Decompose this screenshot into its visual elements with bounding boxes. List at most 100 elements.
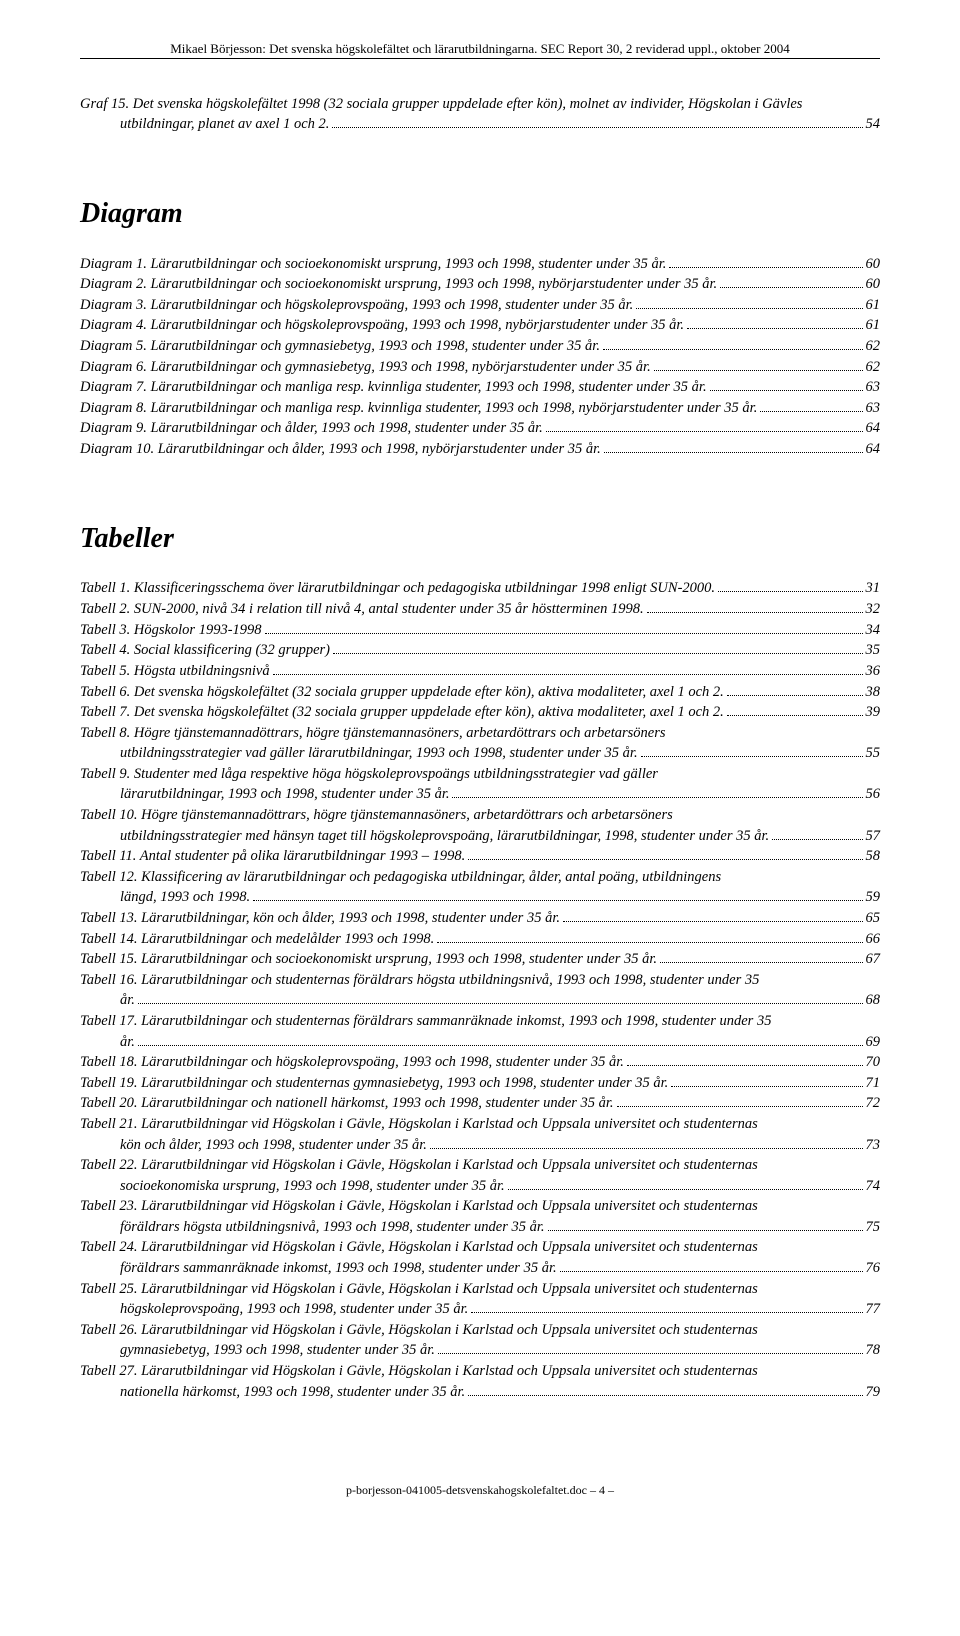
tabeller-entry: Tabell 2. SUN-2000, nivå 34 i relation t… — [80, 600, 880, 620]
tabeller-entry-continued: lärarutbildningar, 1993 och 1998, studen… — [80, 785, 880, 805]
tabeller-entry-continued: socioekonomiska ursprung, 1993 och 1998,… — [80, 1177, 880, 1197]
tabeller-page: 78 — [866, 1341, 881, 1361]
tabeller-label: Tabell 4. Social klassificering (32 grup… — [80, 641, 330, 661]
toc-leader-dots — [138, 991, 863, 1004]
tabeller-entry-continued: högskoleprovspoäng, 1993 och 1998, stude… — [80, 1300, 880, 1320]
diagram-label: Diagram 8. Lärarutbildningar och manliga… — [80, 399, 757, 419]
tabeller-page: 76 — [866, 1259, 881, 1279]
toc-leader-dots — [546, 419, 863, 432]
toc-leader-dots — [273, 662, 863, 675]
tabeller-label: Tabell 6. Det svenska högskolefältet (32… — [80, 683, 724, 703]
toc-leader-dots — [710, 378, 863, 391]
tabeller-label: Tabell 23. Lärarutbildningar vid Högskol… — [80, 1197, 758, 1217]
tabeller-entry: Tabell 3. Högskolor 1993-199834 — [80, 621, 880, 641]
toc-leader-dots — [560, 1259, 863, 1272]
toc-leader-dots — [720, 275, 862, 288]
toc-leader-dots — [760, 399, 862, 412]
toc-leader-dots — [452, 785, 862, 798]
toc-leader-dots — [641, 744, 863, 757]
diagram-label: Diagram 7. Lärarutbildningar och manliga… — [80, 378, 707, 398]
tabeller-label-continued: utbildningsstrategier med hänsyn taget t… — [120, 827, 769, 847]
tabeller-entry-continued: gymnasiebetyg, 1993 och 1998, studenter … — [80, 1341, 880, 1361]
toc-leader-dots — [671, 1074, 862, 1087]
tabeller-page: 31 — [866, 579, 881, 599]
toc-leader-dots — [471, 1300, 862, 1313]
tabeller-entry: Tabell 23. Lärarutbildningar vid Högskol… — [80, 1197, 880, 1217]
tabeller-label: Tabell 12. Klassificering av lärarutbild… — [80, 868, 721, 888]
graf-entry-continued: utbildningar, planet av axel 1 och 2.54 — [80, 115, 880, 135]
tabeller-label: Tabell 8. Högre tjänstemannadöttrars, hö… — [80, 724, 666, 744]
tabeller-entry-continued: år.69 — [80, 1033, 880, 1053]
tabeller-label: Tabell 21. Lärarutbildningar vid Högskol… — [80, 1115, 758, 1135]
graf-label-continued: utbildningar, planet av axel 1 och 2. — [120, 115, 329, 135]
diagram-page: 60 — [866, 275, 881, 295]
toc-leader-dots — [138, 1033, 863, 1046]
diagram-entry: Diagram 4. Lärarutbildningar och högskol… — [80, 316, 880, 336]
tabeller-entry: Tabell 9. Studenter med låga respektive … — [80, 765, 880, 785]
tabeller-entry-continued: utbildningsstrategier med hänsyn taget t… — [80, 827, 880, 847]
tabeller-page: 39 — [866, 703, 881, 723]
tabeller-label: Tabell 16. Lärarutbildningar och student… — [80, 971, 759, 991]
tabeller-entry: Tabell 14. Lärarutbildningar och medelål… — [80, 930, 880, 950]
tabeller-entry-continued: år.68 — [80, 991, 880, 1011]
toc-leader-dots — [718, 579, 862, 592]
tabeller-entry: Tabell 17. Lärarutbildningar och student… — [80, 1012, 880, 1032]
tabeller-page: 32 — [866, 600, 881, 620]
tabeller-page: 38 — [866, 683, 881, 703]
tabeller-heading: Tabeller — [80, 520, 880, 558]
toc-leader-dots — [687, 316, 862, 329]
tabeller-label: Tabell 22. Lärarutbildningar vid Högskol… — [80, 1156, 758, 1176]
tabeller-page: 74 — [866, 1177, 881, 1197]
tabeller-label: Tabell 3. Högskolor 1993-1998 — [80, 621, 262, 641]
diagram-heading: Diagram — [80, 195, 880, 233]
graf-entry: Graf 15. Det svenska högskolefältet 1998… — [80, 95, 880, 115]
diagram-entry: Diagram 8. Lärarutbildningar och manliga… — [80, 399, 880, 419]
diagram-page: 62 — [866, 358, 881, 378]
diagram-entry: Diagram 3. Lärarutbildningar och högskol… — [80, 296, 880, 316]
tabeller-page: 35 — [866, 641, 881, 661]
toc-leader-dots — [548, 1218, 863, 1231]
tabeller-label-continued: utbildningsstrategier vad gäller lärarut… — [120, 744, 638, 764]
toc-leader-dots — [617, 1094, 863, 1107]
tabeller-entry: Tabell 4. Social klassificering (32 grup… — [80, 641, 880, 661]
diagram-page: 60 — [866, 255, 881, 275]
tabeller-entry-continued: föräldrars högsta utbildningsnivå, 1993 … — [80, 1218, 880, 1238]
toc-leader-dots — [468, 847, 862, 860]
tabeller-page: 68 — [866, 991, 881, 1011]
tabeller-entry-continued: utbildningsstrategier vad gäller lärarut… — [80, 744, 880, 764]
tabeller-label-continued: kön och ålder, 1993 och 1998, studenter … — [120, 1136, 427, 1156]
diagram-label: Diagram 6. Lärarutbildningar och gymnasi… — [80, 358, 651, 378]
toc-leader-dots — [430, 1136, 863, 1149]
tabeller-label-continued: år. — [120, 1033, 135, 1053]
diagram-page: 63 — [866, 378, 881, 398]
diagram-label: Diagram 2. Lärarutbildningar och socioek… — [80, 275, 717, 295]
diagram-entry: Diagram 1. Lärarutbildningar och socioek… — [80, 255, 880, 275]
toc-leader-dots — [636, 296, 862, 309]
tabeller-label: Tabell 24. Lärarutbildningar vid Högskol… — [80, 1238, 758, 1258]
tabeller-label: Tabell 2. SUN-2000, nivå 34 i relation t… — [80, 600, 644, 620]
diagram-entry: Diagram 10. Lärarutbildningar och ålder,… — [80, 440, 880, 460]
tabeller-entry: Tabell 20. Lärarutbildningar och natione… — [80, 1094, 880, 1114]
tabeller-label: Tabell 7. Det svenska högskolefältet (32… — [80, 703, 724, 723]
tabeller-label: Tabell 18. Lärarutbildningar och högskol… — [80, 1053, 624, 1073]
tabeller-label: Tabell 1. Klassificeringsschema över lär… — [80, 579, 715, 599]
tabeller-label: Tabell 15. Lärarutbildningar och socioek… — [80, 950, 657, 970]
tabeller-page: 79 — [866, 1383, 881, 1403]
toc-leader-dots — [627, 1053, 863, 1066]
tabeller-toc-section: Tabell 1. Klassificeringsschema över lär… — [80, 579, 880, 1402]
tabeller-label-continued: längd, 1993 och 1998. — [120, 888, 250, 908]
tabeller-label: Tabell 5. Högsta utbildningsnivå — [80, 662, 270, 682]
tabeller-entry-continued: nationella härkomst, 1993 och 1998, stud… — [80, 1383, 880, 1403]
diagram-label: Diagram 4. Lärarutbildningar och högskol… — [80, 316, 684, 336]
graf-label: Graf 15. Det svenska högskolefältet 1998… — [80, 95, 802, 115]
toc-leader-dots — [508, 1177, 863, 1190]
toc-leader-dots — [332, 115, 862, 128]
tabeller-entry: Tabell 8. Högre tjänstemannadöttrars, hö… — [80, 724, 880, 744]
toc-leader-dots — [647, 600, 863, 613]
tabeller-entry-continued: längd, 1993 och 1998.59 — [80, 888, 880, 908]
header-text: Mikael Börjesson: Det svenska högskolefä… — [170, 41, 790, 56]
tabeller-page: 75 — [866, 1218, 881, 1238]
diagram-page: 61 — [866, 296, 881, 316]
tabeller-entry: Tabell 19. Lärarutbildningar och student… — [80, 1074, 880, 1094]
diagram-page: 62 — [866, 337, 881, 357]
